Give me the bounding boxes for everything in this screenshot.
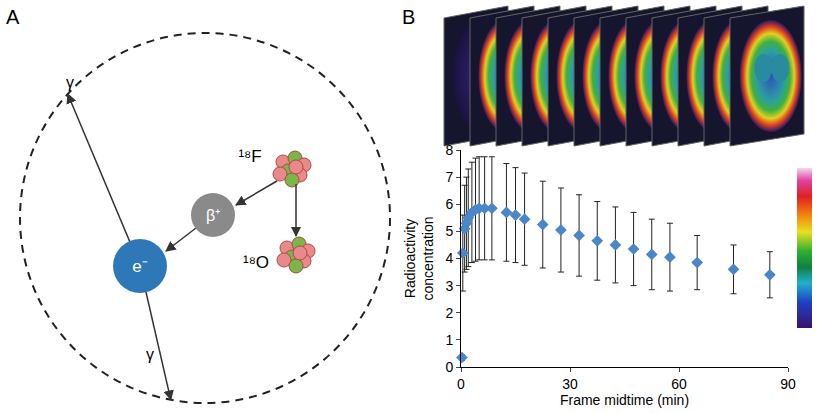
svg-text:0: 0 <box>445 359 453 375</box>
svg-text:γ: γ <box>66 74 74 91</box>
svg-text:β⁺: β⁺ <box>206 207 220 224</box>
svg-text:6: 6 <box>445 196 453 212</box>
svg-text:4: 4 <box>445 250 453 266</box>
svg-text:30: 30 <box>562 376 578 392</box>
svg-text:γ: γ <box>146 346 154 363</box>
svg-text:A: A <box>6 6 20 28</box>
svg-text:3: 3 <box>445 278 453 294</box>
svg-text:Frame midtime (min): Frame midtime (min) <box>560 392 689 408</box>
svg-text:¹⁸F: ¹⁸F <box>238 147 261 166</box>
svg-text:0: 0 <box>457 376 465 392</box>
svg-text:90: 90 <box>780 376 796 392</box>
svg-text:5: 5 <box>445 223 453 239</box>
svg-text:2: 2 <box>445 305 453 321</box>
svg-text:60: 60 <box>671 376 687 392</box>
svg-text:B: B <box>402 6 415 28</box>
svg-text:e⁻: e⁻ <box>132 257 147 276</box>
svg-text:7: 7 <box>445 169 453 185</box>
svg-text:1: 1 <box>445 332 453 348</box>
svg-text:¹⁸O: ¹⁸O <box>243 253 269 272</box>
svg-text:Radioactivityconcentration: Radioactivityconcentration <box>402 216 436 300</box>
svg-text:8: 8 <box>445 142 453 158</box>
